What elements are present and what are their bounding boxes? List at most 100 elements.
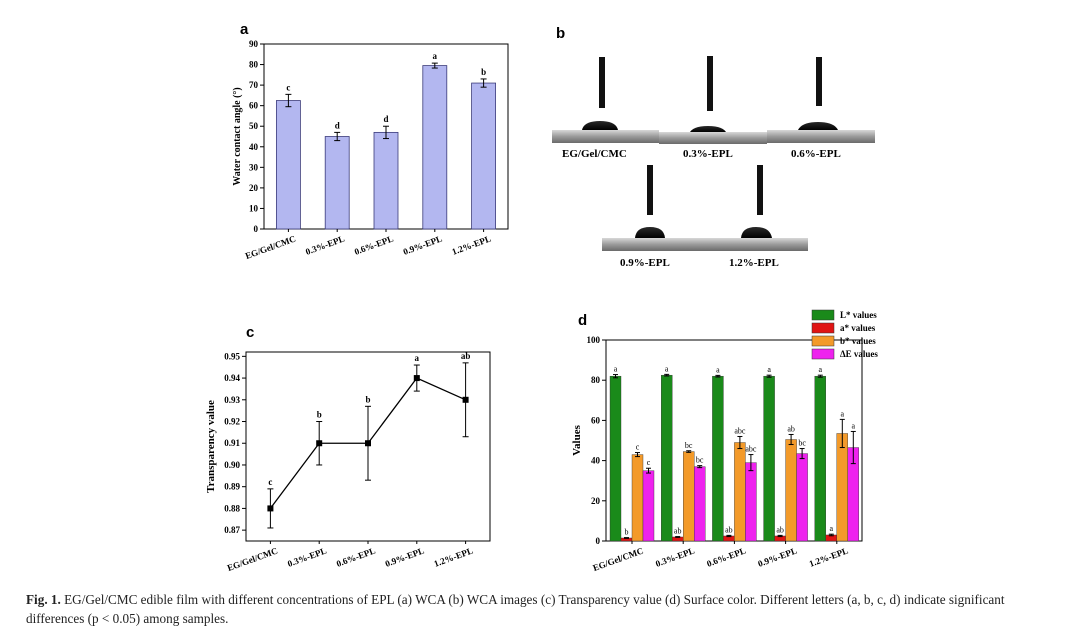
legend-swatch-3 <box>811 348 835 360</box>
x-tick-label: 0.6%-EPL <box>353 233 395 256</box>
legend-label-3: ΔE values <box>840 349 878 359</box>
y-tick-label: 100 <box>587 335 601 345</box>
data-point <box>365 440 371 447</box>
data-point <box>462 396 469 403</box>
significance-letter: bc <box>696 456 704 465</box>
significance-letter: a <box>415 353 420 363</box>
x-tick-label: 0.3%-EPL <box>304 233 346 256</box>
x-tick-label: 0.9%-EPL <box>402 233 444 256</box>
caption-label: Fig. 1. <box>26 592 61 607</box>
significance-letter: d <box>383 114 388 124</box>
significance-letter: bc <box>798 439 806 448</box>
y-tick-label: 0 <box>596 536 601 546</box>
bar-0 <box>661 374 673 542</box>
y-tick-label: 0.89 <box>224 482 240 492</box>
wca-images: EG/Gel/CMC 0.3%-EPL 0.6%-EPL 0.9%-EPL 1.… <box>552 56 875 269</box>
significance-letter: c <box>268 477 272 487</box>
significance-letter: a <box>767 365 771 374</box>
x-tick-label: EG/Gel/CMC <box>591 545 644 573</box>
y-tick-label: 70 <box>249 80 259 90</box>
bar-2 <box>836 433 848 542</box>
x-tick-label: EG/Gel/CMC <box>226 545 279 573</box>
significance-letter: a <box>614 365 618 374</box>
x-tick-label: 0.9%-EPL <box>757 545 799 568</box>
panel-label-d: d <box>578 312 587 329</box>
y-tick-label: 60 <box>249 101 259 111</box>
data-point <box>413 375 420 382</box>
panel-label-b: b <box>556 25 565 42</box>
bar-3 <box>694 466 706 542</box>
x-tick-label: 1.2%-EPL <box>451 233 493 256</box>
bar-3 <box>745 462 757 542</box>
significance-letter: abc <box>734 426 746 435</box>
wca-image-4 <box>602 165 700 251</box>
significance-letter: ab <box>787 424 795 433</box>
y-axis-label: Values <box>571 424 583 455</box>
bar-0 <box>814 375 826 542</box>
bar-2 <box>683 451 695 542</box>
bar <box>275 100 301 230</box>
bar <box>373 131 399 230</box>
y-tick-label: 0.87 <box>224 525 240 535</box>
y-tick-label: 0.92 <box>224 417 240 427</box>
bar-0 <box>763 375 775 542</box>
bar <box>422 65 448 230</box>
y-tick-label: 20 <box>249 183 259 193</box>
y-axis-label: Water contact angle (°) <box>232 87 243 186</box>
bar-3 <box>642 470 655 542</box>
x-tick-label: 0.9%-EPL <box>384 545 426 568</box>
figure: a b c d 0 10 20 30 40 50 60 70 80 90 Water contact… <box>205 21 878 573</box>
figure-caption: Fig. 1. EG/Gel/CMC edible film with diff… <box>26 590 1066 628</box>
significance-letter: b <box>317 410 322 420</box>
data-point <box>267 505 274 512</box>
y-tick-label: 0.93 <box>224 395 240 405</box>
bar-0 <box>609 375 622 542</box>
caption-text: EG/Gel/CMC edible film with different co… <box>26 592 1005 626</box>
wca-label-2: 0.3%-EPL <box>683 148 733 160</box>
legend-label-2: b* values <box>840 336 876 346</box>
significance-letter: b <box>365 394 370 404</box>
legend-label-1: a* values <box>840 323 876 333</box>
legend-swatch-2 <box>811 335 835 347</box>
y-tick-label: 90 <box>249 39 259 49</box>
x-tick-label: 0.6%-EPL <box>705 545 747 568</box>
y-tick-label: 60 <box>591 415 601 425</box>
x-tick-label: 1.2%-EPL <box>433 545 475 568</box>
wca-image-5 <box>700 165 808 251</box>
bar <box>324 136 350 230</box>
x-tick-label: EG/Gel/CMC <box>244 233 297 261</box>
x-tick-label: 0.6%-EPL <box>335 545 377 568</box>
significance-letter: ab <box>725 525 733 534</box>
transparency-line-chart: 0.87 0.88 0.89 0.90 0.91 0.92 0.93 0.94 0.95 Tran… <box>205 351 491 573</box>
legend-swatch-0 <box>811 309 835 321</box>
significance-letter: a <box>841 409 845 418</box>
wca-image-3 <box>767 57 875 143</box>
bar-2 <box>734 442 746 542</box>
y-tick-label: 20 <box>591 496 601 506</box>
y-axis-label: Transparency value <box>205 400 217 493</box>
wca-label-4: 0.9%-EPL <box>620 257 670 269</box>
legend-label-0: L* values <box>840 310 877 320</box>
y-tick-label: 80 <box>591 375 601 385</box>
wca-image-2 <box>659 56 767 144</box>
bar <box>471 82 497 230</box>
significance-letter: a <box>852 421 856 430</box>
significance-letter: a <box>830 524 834 533</box>
significance-letter: d <box>335 120 340 130</box>
y-tick-label: 0 <box>254 224 259 234</box>
y-tick-label: 40 <box>249 142 259 152</box>
y-tick-label: 0.95 <box>224 351 240 361</box>
y-tick-label: 0.88 <box>224 503 240 513</box>
significance-letter: ab <box>674 527 682 536</box>
significance-letter: a <box>819 365 823 374</box>
significance-letter: c <box>647 458 651 467</box>
legend-swatch-1 <box>811 322 835 334</box>
significance-letter: c <box>636 443 640 452</box>
significance-letter: a <box>665 364 669 373</box>
wca-label-5: 1.2%-EPL <box>729 257 779 269</box>
x-tick-label: 0.3%-EPL <box>286 545 328 568</box>
y-tick-label: 40 <box>591 456 601 466</box>
significance-letter: ab <box>461 351 471 361</box>
y-tick-label: 80 <box>249 60 259 70</box>
y-tick-label: 0.91 <box>224 438 240 448</box>
